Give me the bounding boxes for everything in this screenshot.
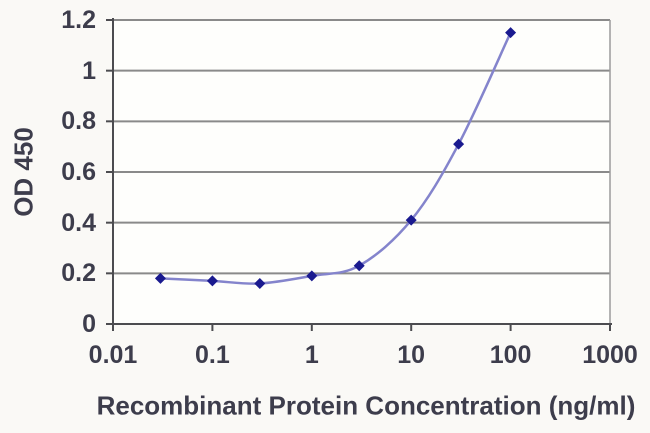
x-tick-label: 0.01 — [88, 341, 138, 369]
data-point — [306, 270, 318, 282]
data-point — [353, 260, 365, 272]
data-point — [206, 275, 218, 287]
data-point — [154, 272, 166, 284]
x-tick-label: 0.1 — [195, 341, 230, 369]
data-point — [453, 138, 465, 150]
y-tick-label: 0.4 — [61, 208, 96, 237]
y-tick-label: 1 — [82, 56, 96, 85]
x-tick-label: 10 — [397, 341, 426, 369]
x-axis-title: Recombinant Protein Concentration (ng/ml… — [96, 390, 636, 421]
data-point — [405, 214, 417, 226]
x-tick-label: 100 — [489, 341, 532, 369]
y-tick-label: 0.2 — [61, 259, 96, 288]
y-tick-label: 0 — [82, 310, 96, 338]
data-point — [254, 277, 266, 289]
y-tick-label: 0.6 — [61, 158, 96, 186]
x-tick-label: 1000 — [582, 341, 638, 369]
data-point — [505, 27, 517, 39]
y-tick-label: 1.2 — [61, 6, 96, 34]
x-tick-label: 1 — [304, 341, 319, 369]
y-tick-label: 0.8 — [61, 107, 96, 136]
